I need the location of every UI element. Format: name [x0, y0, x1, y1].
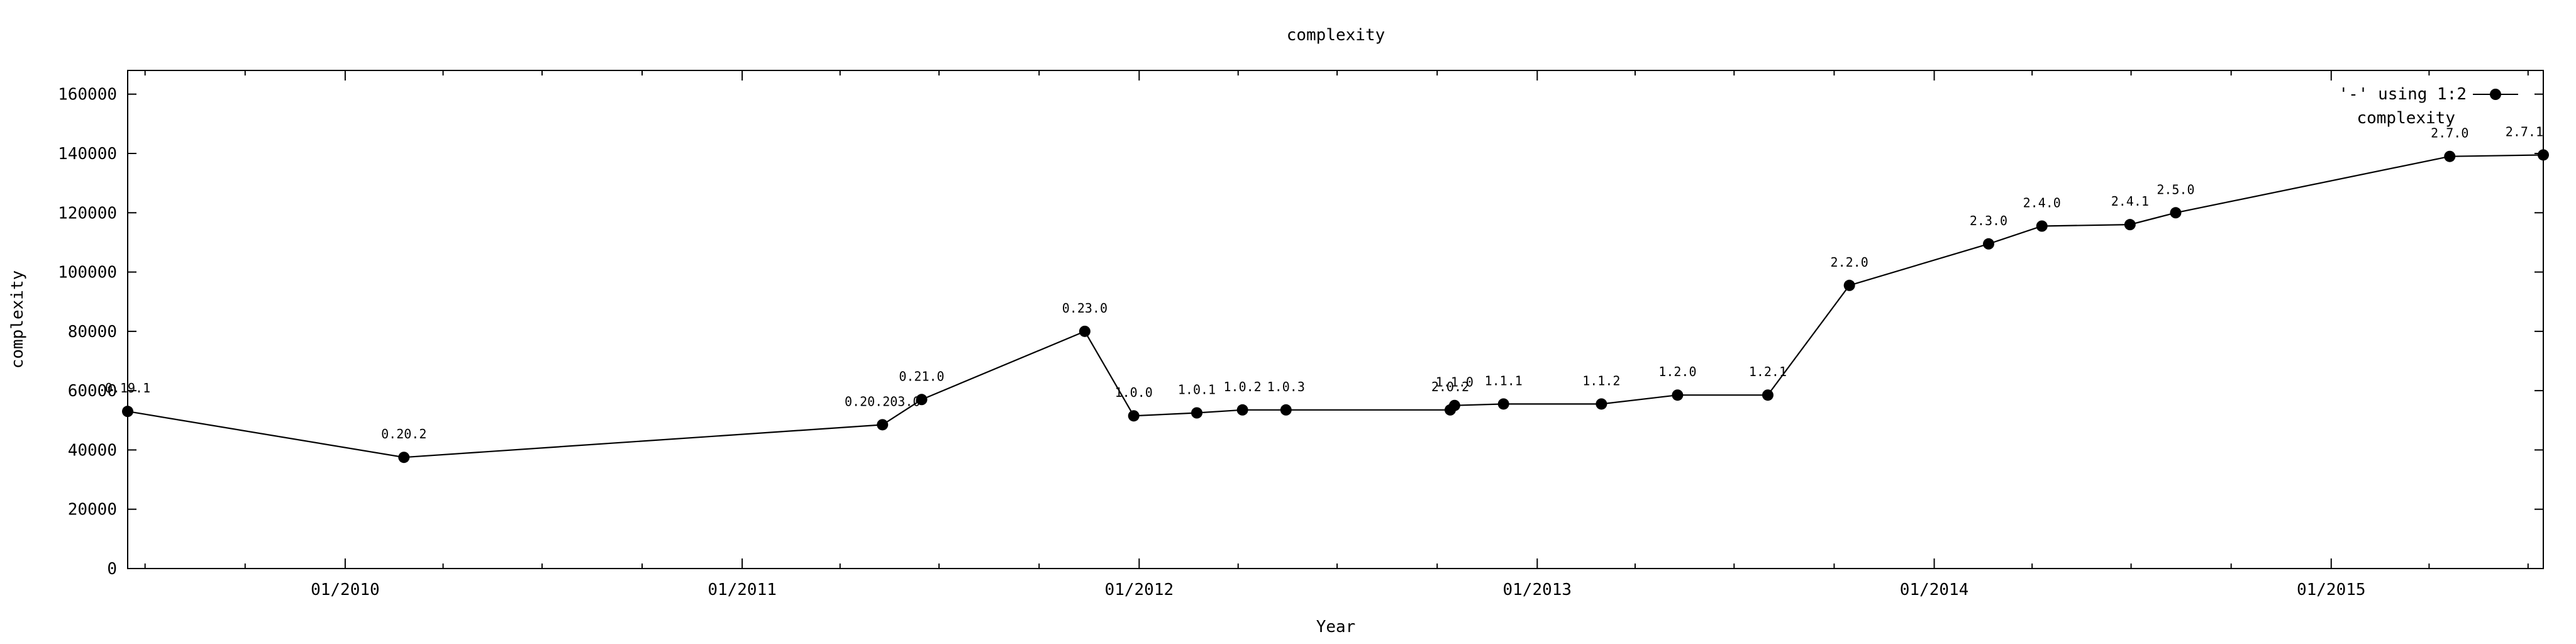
y-tick-label: 60000 — [68, 382, 117, 401]
data-label: 2.5.0 — [2157, 182, 2194, 197]
data-label: 2.7.0 — [2431, 126, 2468, 141]
data-label: 2.4.0 — [2023, 196, 2061, 211]
data-point — [1448, 399, 1460, 411]
data-label: 1.2.1 — [1749, 364, 1787, 379]
data-label: 1.2.0 — [1658, 364, 1696, 379]
data-point — [398, 452, 410, 464]
data-label: 2.0.2 — [1431, 379, 1469, 394]
data-point — [1079, 325, 1091, 337]
x-axis-ticks: 01/2010 01/2011 01/2012 01/2013 01/2014 01/20… — [144, 70, 2529, 599]
chart-title: complexity — [1287, 26, 1385, 45]
data-label: 0.20.2 — [381, 426, 426, 441]
x-axis-label: Year — [1316, 618, 1356, 636]
version-labels: 0.19.1 0.20.2 0.20.203.0 0.21.0 0.23.0 1.0.0 1… — [105, 124, 2543, 441]
data-point — [1983, 238, 1995, 250]
legend-marker — [2490, 89, 2501, 100]
legend-series-label: complexity — [2357, 109, 2455, 128]
y-tick-label: 100000 — [58, 264, 117, 282]
y-tick-label: 120000 — [58, 204, 117, 223]
data-label: 1.0.3 — [1267, 379, 1305, 394]
data-point — [1236, 404, 1248, 416]
data-label: 2.7.1 — [2506, 124, 2543, 139]
x-tick-label: 01/2014 — [1900, 580, 1969, 599]
data-label: 1.0.2 — [1224, 379, 1262, 394]
y-tick-label: 80000 — [68, 323, 117, 341]
data-label: 1.1.0 — [1436, 375, 1474, 390]
data-label: 1.0.0 — [1115, 385, 1153, 400]
data-label: 0.19.1 — [105, 380, 150, 396]
data-point — [2124, 219, 2136, 231]
x-tick-label: 01/2011 — [708, 580, 777, 599]
data-point — [877, 419, 889, 431]
data-label: 2.2.0 — [1831, 255, 1868, 270]
data-label: 1.1.1 — [1485, 373, 1523, 388]
data-label: 2.4.1 — [2111, 194, 2149, 209]
series-line — [127, 154, 2544, 458]
y-axis-ticks: 0 20000 40000 60000 80000 100000 120000 140000 1… — [58, 86, 2543, 579]
legend: '-' using 1:2 complexity — [2339, 85, 2518, 128]
y-tick-label: 140000 — [58, 145, 117, 164]
y-tick-label: 40000 — [68, 441, 117, 460]
x-tick-label: 01/2010 — [311, 580, 380, 599]
data-point — [2170, 207, 2182, 219]
data-label: 0.23.0 — [1062, 301, 1108, 316]
y-axis-label: complexity — [8, 270, 27, 369]
data-point — [122, 406, 133, 418]
data-point — [1596, 398, 1607, 410]
x-tick-label: 01/2013 — [1503, 580, 1572, 599]
data-label: 0.20.203.0 — [845, 394, 920, 409]
data-label: 1.1.2 — [1582, 373, 1620, 388]
series-complexity — [122, 149, 2549, 464]
data-label: 0.21.0 — [899, 369, 944, 384]
data-point — [1128, 410, 1140, 422]
data-label: 2.3.0 — [1970, 213, 2007, 228]
data-point — [916, 394, 928, 406]
legend-entry-label: '-' using 1:2 — [2339, 85, 2467, 104]
y-tick-label: 160000 — [58, 86, 117, 104]
data-point — [2444, 150, 2456, 162]
data-point — [2036, 220, 2048, 232]
data-point — [1497, 398, 1509, 410]
data-point — [2538, 149, 2549, 161]
x-tick-label: 01/2015 — [2297, 580, 2366, 599]
data-point — [1672, 389, 1684, 401]
data-point — [1191, 407, 1203, 419]
y-tick-label: 20000 — [68, 501, 117, 519]
plot-area-frame — [127, 70, 2544, 569]
x-tick-label: 01/2012 — [1105, 580, 1174, 599]
data-label: 1.0.1 — [1178, 382, 1216, 397]
data-point — [1280, 404, 1292, 416]
y-tick-label: 0 — [107, 560, 117, 579]
data-point — [1762, 389, 1774, 401]
data-point — [1843, 279, 1855, 291]
